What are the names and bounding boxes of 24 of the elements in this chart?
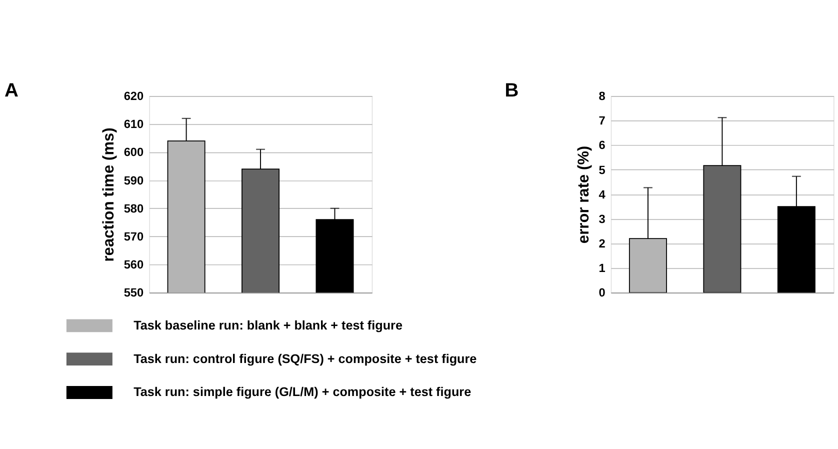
y-tick-label: 4 (598, 187, 606, 202)
text: B (504, 80, 519, 102)
y-tick-label: 590 (124, 173, 144, 188)
y-tick-label: 620 (124, 89, 144, 104)
y-tick-label: 610 (124, 117, 144, 132)
y-tick-label: 6 (598, 138, 606, 152)
y-tick-label: 580 (124, 201, 144, 216)
y-tick-label: 550 (124, 286, 144, 300)
y-tick-label: 570 (124, 230, 144, 244)
y-axis-title: reaction time (ms) (100, 128, 118, 262)
legend-label: Task baseline run: blank + blank + test figure (134, 318, 402, 332)
y-tick-label: 8 (598, 89, 606, 104)
legend-label: Task run: control figure (SQ/FS) + composite + test figure (134, 352, 477, 366)
y-tick-label: 0 (598, 286, 606, 300)
y-tick-label: 7 (598, 114, 606, 128)
y-tick-label: 600 (124, 145, 144, 160)
y-axis-title: error rate (%) (575, 146, 592, 244)
y-tick-label: 2 (598, 236, 606, 251)
y-tick-label: 5 (598, 162, 606, 177)
y-tick-label: 3 (598, 212, 606, 226)
legend-label: Task run: simple figure (G/L/M) + composite + test figure (134, 385, 472, 400)
y-tick-label: 1 (598, 261, 606, 276)
y-tick-label: 560 (124, 258, 144, 272)
text: A (4, 80, 18, 102)
